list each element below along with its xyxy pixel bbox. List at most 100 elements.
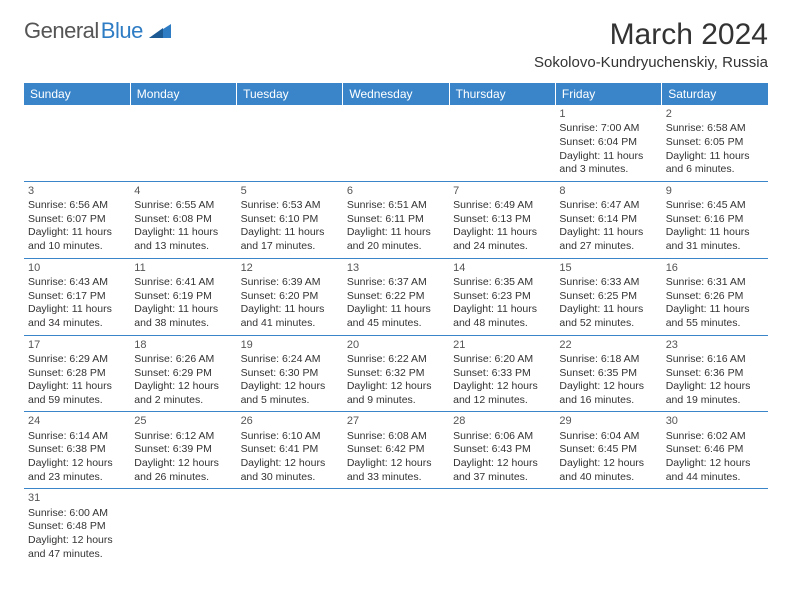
cell-line: Daylight: 12 hours — [347, 457, 445, 471]
cell-line: Sunset: 6:23 PM — [453, 290, 551, 304]
cell-line: and 27 minutes. — [559, 240, 657, 254]
day-header: Saturday — [662, 83, 768, 105]
calendar-week-row: 17Sunrise: 6:29 AMSunset: 6:28 PMDayligh… — [24, 335, 768, 412]
cell-line: Sunrise: 6:29 AM — [28, 353, 126, 367]
cell-line: Sunset: 6:43 PM — [453, 443, 551, 457]
calendar-week-row: 24Sunrise: 6:14 AMSunset: 6:38 PMDayligh… — [24, 412, 768, 489]
cell-line: Sunset: 6:32 PM — [347, 367, 445, 381]
header: General Blue March 2024 Sokolovo-Kundryu… — [24, 18, 768, 71]
day-number: 8 — [559, 184, 657, 198]
cell-line: and 5 minutes. — [241, 394, 339, 408]
cell-line: Sunrise: 6:47 AM — [559, 199, 657, 213]
calendar-cell — [130, 105, 236, 181]
day-number: 24 — [28, 414, 126, 428]
cell-line: Sunset: 6:38 PM — [28, 443, 126, 457]
calendar-cell — [343, 489, 449, 565]
day-number: 17 — [28, 338, 126, 352]
cell-line: Sunrise: 6:39 AM — [241, 276, 339, 290]
cell-line: Sunset: 6:41 PM — [241, 443, 339, 457]
cell-line: Sunset: 6:07 PM — [28, 213, 126, 227]
cell-line: Sunrise: 6:00 AM — [28, 507, 126, 521]
calendar-cell — [237, 105, 343, 181]
cell-line: Sunset: 6:04 PM — [559, 136, 657, 150]
calendar-cell: 19Sunrise: 6:24 AMSunset: 6:30 PMDayligh… — [237, 335, 343, 412]
cell-line: Sunrise: 6:08 AM — [347, 430, 445, 444]
cell-line: and 17 minutes. — [241, 240, 339, 254]
cell-line: and 13 minutes. — [134, 240, 232, 254]
cell-line: and 44 minutes. — [666, 471, 764, 485]
cell-line: Daylight: 12 hours — [453, 457, 551, 471]
calendar-cell: 18Sunrise: 6:26 AMSunset: 6:29 PMDayligh… — [130, 335, 236, 412]
cell-line: Sunrise: 6:18 AM — [559, 353, 657, 367]
day-number: 13 — [347, 261, 445, 275]
calendar-cell: 24Sunrise: 6:14 AMSunset: 6:38 PMDayligh… — [24, 412, 130, 489]
cell-line: and 41 minutes. — [241, 317, 339, 331]
cell-line: Daylight: 11 hours — [347, 303, 445, 317]
cell-line: Sunrise: 6:37 AM — [347, 276, 445, 290]
day-number: 15 — [559, 261, 657, 275]
cell-line: Sunset: 6:08 PM — [134, 213, 232, 227]
cell-line: Daylight: 11 hours — [559, 150, 657, 164]
cell-line: Daylight: 11 hours — [559, 303, 657, 317]
calendar-week-row: 1Sunrise: 7:00 AMSunset: 6:04 PMDaylight… — [24, 105, 768, 181]
cell-line: Sunset: 6:33 PM — [453, 367, 551, 381]
cell-line: Sunset: 6:36 PM — [666, 367, 764, 381]
cell-line: Daylight: 11 hours — [241, 303, 339, 317]
month-title: March 2024 — [534, 18, 768, 52]
calendar-cell: 21Sunrise: 6:20 AMSunset: 6:33 PMDayligh… — [449, 335, 555, 412]
logo-text-b: Blue — [101, 18, 143, 44]
cell-line: Sunset: 6:48 PM — [28, 520, 126, 534]
cell-line: Sunset: 6:30 PM — [241, 367, 339, 381]
cell-line: Sunrise: 6:56 AM — [28, 199, 126, 213]
cell-line: and 47 minutes. — [28, 548, 126, 562]
calendar-cell — [449, 489, 555, 565]
day-number: 1 — [559, 107, 657, 121]
cell-line: and 34 minutes. — [28, 317, 126, 331]
cell-line: Daylight: 12 hours — [347, 380, 445, 394]
cell-line: Sunrise: 6:58 AM — [666, 122, 764, 136]
cell-line: Daylight: 11 hours — [666, 303, 764, 317]
cell-line: Daylight: 12 hours — [28, 534, 126, 548]
cell-line: Daylight: 12 hours — [241, 380, 339, 394]
cell-line: and 26 minutes. — [134, 471, 232, 485]
cell-line: Sunrise: 6:49 AM — [453, 199, 551, 213]
calendar-cell: 4Sunrise: 6:55 AMSunset: 6:08 PMDaylight… — [130, 181, 236, 258]
cell-line: Sunrise: 6:51 AM — [347, 199, 445, 213]
cell-line: Sunset: 6:16 PM — [666, 213, 764, 227]
cell-line: and 48 minutes. — [453, 317, 551, 331]
day-number: 7 — [453, 184, 551, 198]
cell-line: Sunset: 6:26 PM — [666, 290, 764, 304]
cell-line: Sunrise: 6:10 AM — [241, 430, 339, 444]
day-header: Thursday — [449, 83, 555, 105]
calendar-cell: 5Sunrise: 6:53 AMSunset: 6:10 PMDaylight… — [237, 181, 343, 258]
calendar-cell — [449, 105, 555, 181]
day-number: 2 — [666, 107, 764, 121]
calendar-cell: 27Sunrise: 6:08 AMSunset: 6:42 PMDayligh… — [343, 412, 449, 489]
day-number: 18 — [134, 338, 232, 352]
cell-line: and 40 minutes. — [559, 471, 657, 485]
calendar-cell: 1Sunrise: 7:00 AMSunset: 6:04 PMDaylight… — [555, 105, 661, 181]
cell-line: and 23 minutes. — [28, 471, 126, 485]
cell-line: Daylight: 11 hours — [134, 303, 232, 317]
cell-line: and 45 minutes. — [347, 317, 445, 331]
calendar-cell — [662, 489, 768, 565]
cell-line: and 30 minutes. — [241, 471, 339, 485]
cell-line: Sunrise: 6:04 AM — [559, 430, 657, 444]
cell-line: Sunrise: 6:33 AM — [559, 276, 657, 290]
cell-line: and 52 minutes. — [559, 317, 657, 331]
calendar-week-row: 10Sunrise: 6:43 AMSunset: 6:17 PMDayligh… — [24, 258, 768, 335]
calendar-cell — [343, 105, 449, 181]
cell-line: Sunset: 6:05 PM — [666, 136, 764, 150]
calendar-cell: 2Sunrise: 6:58 AMSunset: 6:05 PMDaylight… — [662, 105, 768, 181]
day-number: 6 — [347, 184, 445, 198]
cell-line: Daylight: 11 hours — [241, 226, 339, 240]
cell-line: and 38 minutes. — [134, 317, 232, 331]
calendar-cell — [237, 489, 343, 565]
calendar-cell: 17Sunrise: 6:29 AMSunset: 6:28 PMDayligh… — [24, 335, 130, 412]
calendar-cell: 13Sunrise: 6:37 AMSunset: 6:22 PMDayligh… — [343, 258, 449, 335]
cell-line: Sunset: 6:17 PM — [28, 290, 126, 304]
day-number: 4 — [134, 184, 232, 198]
calendar-cell: 8Sunrise: 6:47 AMSunset: 6:14 PMDaylight… — [555, 181, 661, 258]
cell-line: Sunset: 6:39 PM — [134, 443, 232, 457]
cell-line: Sunrise: 6:24 AM — [241, 353, 339, 367]
